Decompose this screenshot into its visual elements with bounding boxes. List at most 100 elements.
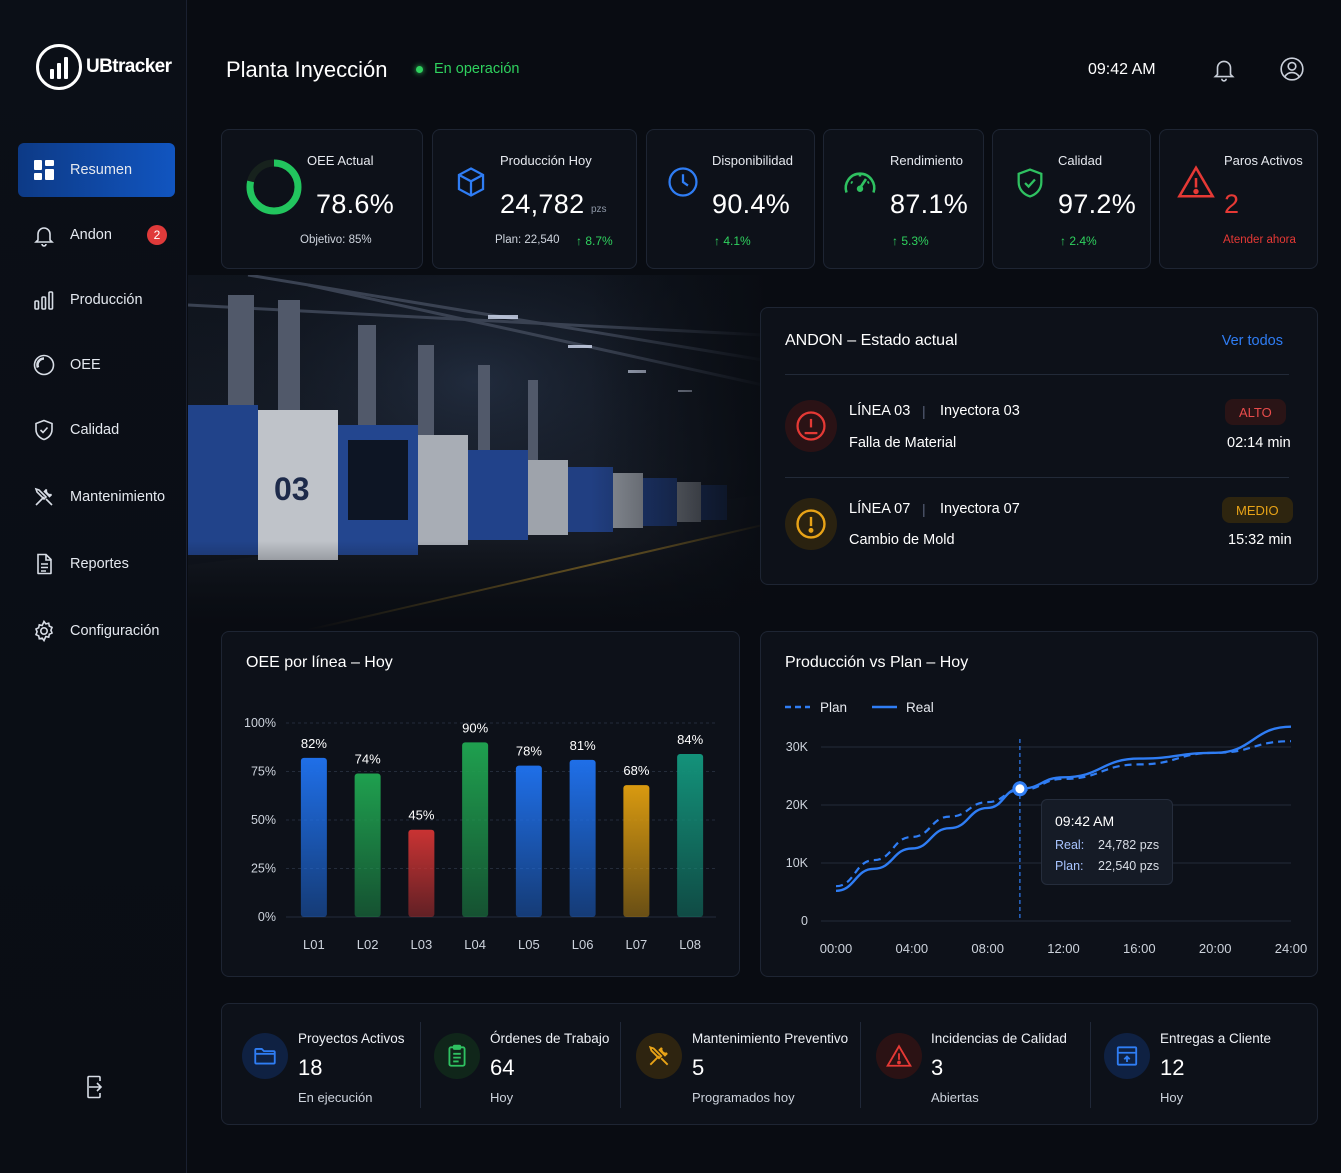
y-tick-label: 20K (786, 798, 809, 812)
x-tick-label: L02 (357, 937, 379, 952)
tools-icon (34, 487, 53, 506)
sidebar-item-label: Resumen (70, 162, 133, 178)
clock: 09:42 AM (1088, 61, 1156, 78)
sidebar-item-configuracion[interactable]: Configuración (18, 604, 175, 658)
sidebar-item-resumen[interactable]: Resumen (18, 143, 175, 197)
legend-real-label: Real (906, 700, 934, 715)
kpi-unit: pzs (591, 204, 607, 215)
kpi-title: OEE Actual (307, 153, 374, 168)
kpi-delta: ↑ 2.4% (1060, 234, 1097, 248)
sidebar-item-label: Reportes (70, 556, 129, 572)
clock-icon (668, 167, 698, 197)
kpi-value: 97.2% (1058, 189, 1137, 219)
bar-l03 (408, 829, 435, 917)
status-dot-icon (416, 65, 423, 73)
stat-label: Entregas a Cliente (1160, 1031, 1272, 1046)
sidebar-item-label: Calidad (70, 422, 120, 438)
bell-icon (34, 227, 54, 247)
sidebar-item-calidad[interactable]: Calidad (18, 403, 175, 457)
stat-value: 12 (1160, 1055, 1185, 1080)
alarm-icon-wrap (785, 498, 837, 550)
kpi-action[interactable]: Atender ahora (1223, 234, 1296, 246)
stat-label: Órdenes de Trabajo (490, 1031, 610, 1046)
x-tick-label: L03 (411, 937, 433, 952)
bar-value-label: 84% (677, 732, 703, 747)
kpi-title: Producción Hoy (500, 153, 592, 168)
kpi-card-paros[interactable]: Paros Activos 2 Atender ahora (1159, 129, 1318, 269)
kpi-card-oee[interactable]: OEE Actual 78.6% Objetivo: 85% (221, 129, 423, 269)
gear-icon (34, 619, 54, 643)
y-tick-label: 0% (258, 910, 276, 924)
andon-view-all-link[interactable]: Ver todos (1221, 333, 1283, 349)
divider: | (922, 403, 926, 419)
kpi-card-rendimiento[interactable]: Rendimiento 87.1% ↑ 5.3% (823, 129, 984, 269)
bar-l01 (300, 757, 327, 917)
warning-icon (886, 1044, 912, 1067)
kpi-card-calidad[interactable]: Calidad 97.2% ↑ 2.4% (992, 129, 1151, 269)
kpi-card-disponibilidad[interactable]: Disponibilidad 90.4% ↑ 4.1% (646, 129, 815, 269)
notifications-button[interactable] (1200, 45, 1248, 93)
divider (620, 1022, 621, 1108)
production-line-chart: Plan Real 0 10K 20K 30K 00:00 04:00 08:00 12:00 16… (785, 700, 1308, 956)
folder-icon (254, 1048, 276, 1065)
production-vs-plan-chart-card: Producción vs Plan – Hoy Plan Real 0 10K 20K… (760, 631, 1318, 977)
logo[interactable]: UBtracker (36, 44, 172, 90)
logout-icon[interactable] (84, 1074, 108, 1100)
shield-check-icon (1017, 168, 1043, 198)
speedometer-icon (844, 172, 876, 193)
user-profile-button[interactable] (1268, 45, 1316, 93)
stat-icon-wrap (1104, 1033, 1150, 1079)
y-tick-label: 100% (244, 716, 276, 730)
exclamation-circle-icon (796, 509, 826, 539)
sidebar-item-reportes[interactable]: Reportes (18, 537, 175, 591)
x-tick-label: L05 (518, 937, 540, 952)
kpi-plan: Plan: 22,540 (495, 234, 560, 246)
tooltip-plan-label: Plan: (1055, 859, 1084, 873)
sidebar-item-mantenimiento[interactable]: Mantenimiento (18, 470, 175, 524)
alert-line: LÍNEA 03 (849, 403, 911, 419)
alarm-siren-icon (796, 411, 826, 441)
stat-proyectos-activos[interactable]: Proyectos Activos 18 En ejecución (222, 1004, 420, 1124)
kpi-delta: ↑ 5.3% (892, 234, 929, 248)
y-tick-label: 30K (786, 740, 809, 754)
chart-title: Producción vs Plan – Hoy (785, 654, 969, 671)
kpi-value: 87.1% (890, 189, 969, 219)
kpi-value: 24,782 (500, 189, 585, 219)
stat-value: 3 (931, 1055, 944, 1080)
alert-line: LÍNEA 07 (849, 501, 911, 517)
sidebar-item-label: Mantenimiento (70, 489, 166, 505)
sidebar-item-oee[interactable]: OEE (18, 338, 175, 392)
stat-icon-wrap (876, 1033, 922, 1079)
alert-description: Falla de Material (849, 435, 957, 451)
stat-incidencias-calidad[interactable]: Incidencias de Calidad 3 Abiertas (860, 1004, 1090, 1124)
bar-value-label: 45% (408, 808, 434, 823)
divider (785, 374, 1289, 375)
andon-title: ANDON – Estado actual (785, 332, 958, 349)
y-tick-label: 75% (251, 765, 276, 779)
bar-value-label: 74% (355, 751, 381, 766)
bar-l06 (569, 759, 596, 917)
plant-status: En operación (416, 61, 519, 77)
tooltip-real-value: 24,782 pzs (1098, 838, 1160, 852)
stat-label: Incidencias de Calidad (931, 1031, 1067, 1046)
kpi-card-produccion[interactable]: Producción Hoy 24,782 pzs Plan: 22,540 ↑… (432, 129, 637, 269)
sidebar-item-andon[interactable]: Andon 2 (18, 208, 175, 262)
divider (1090, 1022, 1091, 1108)
oee-ring-icon (246, 159, 302, 215)
stat-ordenes-trabajo[interactable]: Órdenes de Trabajo 64 Hoy (420, 1004, 620, 1124)
gauge-ring-icon (33, 354, 55, 376)
bar-l05 (515, 765, 542, 917)
severity-badge: MEDIO (1222, 497, 1293, 523)
x-tick-label: 24:00 (1275, 941, 1308, 956)
stat-entregas-cliente[interactable]: Entregas a Cliente 12 Hoy (1090, 1004, 1319, 1124)
alert-machine: Inyectora 03 (940, 403, 1020, 419)
kpi-value: 2 (1224, 189, 1240, 219)
sidebar-item-produccion[interactable]: Producción (18, 273, 175, 327)
stat-mantenimiento-preventivo[interactable]: Mantenimiento Preventivo 5 Programados h… (620, 1004, 860, 1124)
divider: | (922, 501, 926, 517)
sidebar-item-label: Producción (70, 292, 143, 308)
summary-stats-bar: Proyectos Activos 18 En ejecución Órdene… (221, 1003, 1318, 1125)
stat-sub: En ejecución (298, 1090, 373, 1105)
y-tick-label: 50% (251, 813, 276, 827)
alert-duration: 02:14 min (1227, 435, 1291, 451)
